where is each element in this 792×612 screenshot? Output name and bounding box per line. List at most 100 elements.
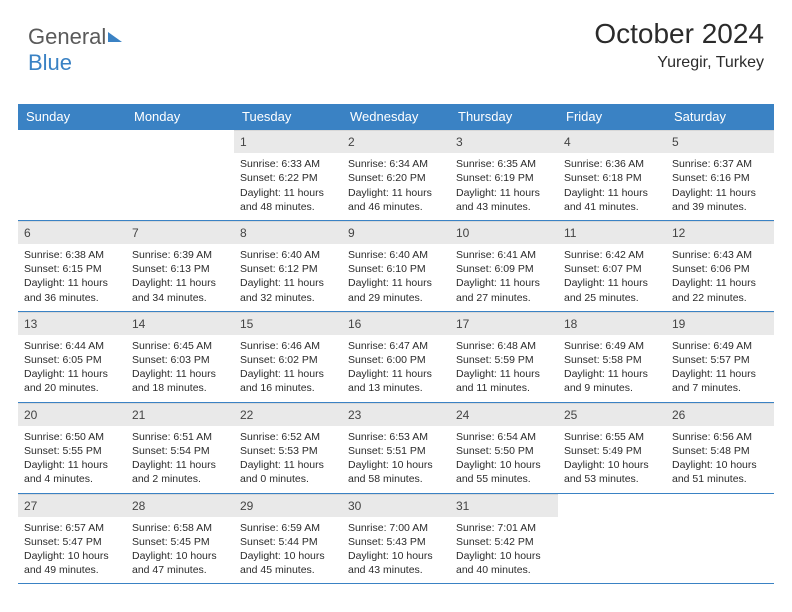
calendar-day: 13Sunrise: 6:44 AMSunset: 6:05 PMDayligh… <box>18 312 126 402</box>
day-sunset: Sunset: 6:00 PM <box>348 353 444 367</box>
day-number: 23 <box>342 403 450 426</box>
day-sunset: Sunset: 5:49 PM <box>564 444 660 458</box>
day-sunset: Sunset: 5:42 PM <box>456 535 552 549</box>
day-sunrise: Sunrise: 6:41 AM <box>456 248 552 262</box>
calendar-week-row: 1Sunrise: 6:33 AMSunset: 6:22 PMDaylight… <box>18 129 774 220</box>
day-number: 26 <box>666 403 774 426</box>
day-of-week-header: Tuesday <box>234 104 342 129</box>
calendar-week-row: 20Sunrise: 6:50 AMSunset: 5:55 PMDayligh… <box>18 402 774 493</box>
day-sunrise: Sunrise: 6:58 AM <box>132 521 228 535</box>
day-dl1: Daylight: 11 hours <box>132 367 228 381</box>
calendar-day: 29Sunrise: 6:59 AMSunset: 5:44 PMDayligh… <box>234 494 342 584</box>
day-dl2: and 41 minutes. <box>564 200 660 214</box>
day-sunrise: Sunrise: 6:36 AM <box>564 157 660 171</box>
day-sunset: Sunset: 5:47 PM <box>24 535 120 549</box>
day-dl2: and 32 minutes. <box>240 291 336 305</box>
day-sunrise: Sunrise: 6:39 AM <box>132 248 228 262</box>
calendar-day: 31Sunrise: 7:01 AMSunset: 5:42 PMDayligh… <box>450 494 558 584</box>
day-sunrise: Sunrise: 6:34 AM <box>348 157 444 171</box>
day-of-week-header: Wednesday <box>342 104 450 129</box>
day-dl1: Daylight: 10 hours <box>564 458 660 472</box>
day-sunset: Sunset: 6:20 PM <box>348 171 444 185</box>
day-sunrise: Sunrise: 7:01 AM <box>456 521 552 535</box>
day-sunset: Sunset: 6:13 PM <box>132 262 228 276</box>
logo-triangle-icon <box>108 32 122 42</box>
calendar-day: 5Sunrise: 6:37 AMSunset: 6:16 PMDaylight… <box>666 130 774 220</box>
day-sunset: Sunset: 6:07 PM <box>564 262 660 276</box>
day-dl1: Daylight: 11 hours <box>348 367 444 381</box>
day-sunset: Sunset: 6:03 PM <box>132 353 228 367</box>
calendar-day: 15Sunrise: 6:46 AMSunset: 6:02 PMDayligh… <box>234 312 342 402</box>
day-of-week-header: Friday <box>558 104 666 129</box>
day-number: 19 <box>666 312 774 335</box>
day-sunrise: Sunrise: 6:40 AM <box>240 248 336 262</box>
day-number: 25 <box>558 403 666 426</box>
day-number: 10 <box>450 221 558 244</box>
day-number: 28 <box>126 494 234 517</box>
day-number: 30 <box>342 494 450 517</box>
day-dl2: and 53 minutes. <box>564 472 660 486</box>
day-dl2: and 36 minutes. <box>24 291 120 305</box>
calendar-header-row: SundayMondayTuesdayWednesdayThursdayFrid… <box>18 104 774 129</box>
day-dl1: Daylight: 11 hours <box>564 367 660 381</box>
header-right: October 2024 Yuregir, Turkey <box>594 18 764 72</box>
day-number: 21 <box>126 403 234 426</box>
calendar-day-empty <box>666 494 774 584</box>
calendar-day: 16Sunrise: 6:47 AMSunset: 6:00 PMDayligh… <box>342 312 450 402</box>
day-dl1: Daylight: 11 hours <box>24 367 120 381</box>
day-dl1: Daylight: 10 hours <box>456 458 552 472</box>
day-sunrise: Sunrise: 6:44 AM <box>24 339 120 353</box>
calendar-day: 14Sunrise: 6:45 AMSunset: 6:03 PMDayligh… <box>126 312 234 402</box>
day-number: 16 <box>342 312 450 335</box>
day-dl1: Daylight: 10 hours <box>672 458 768 472</box>
calendar-day: 25Sunrise: 6:55 AMSunset: 5:49 PMDayligh… <box>558 403 666 493</box>
calendar-day: 7Sunrise: 6:39 AMSunset: 6:13 PMDaylight… <box>126 221 234 311</box>
day-dl2: and 16 minutes. <box>240 381 336 395</box>
day-number: 9 <box>342 221 450 244</box>
day-sunrise: Sunrise: 6:59 AM <box>240 521 336 535</box>
day-sunrise: Sunrise: 6:38 AM <box>24 248 120 262</box>
day-dl2: and 2 minutes. <box>132 472 228 486</box>
day-dl2: and 29 minutes. <box>348 291 444 305</box>
day-dl1: Daylight: 10 hours <box>348 458 444 472</box>
calendar-body: 1Sunrise: 6:33 AMSunset: 6:22 PMDaylight… <box>18 129 774 584</box>
day-dl2: and 18 minutes. <box>132 381 228 395</box>
day-sunrise: Sunrise: 6:52 AM <box>240 430 336 444</box>
calendar-day: 11Sunrise: 6:42 AMSunset: 6:07 PMDayligh… <box>558 221 666 311</box>
day-sunrise: Sunrise: 6:46 AM <box>240 339 336 353</box>
day-dl2: and 39 minutes. <box>672 200 768 214</box>
day-of-week-header: Saturday <box>666 104 774 129</box>
day-dl2: and 25 minutes. <box>564 291 660 305</box>
day-sunrise: Sunrise: 6:42 AM <box>564 248 660 262</box>
day-dl2: and 27 minutes. <box>456 291 552 305</box>
day-dl1: Daylight: 11 hours <box>456 367 552 381</box>
day-dl1: Daylight: 11 hours <box>564 276 660 290</box>
calendar-day: 12Sunrise: 6:43 AMSunset: 6:06 PMDayligh… <box>666 221 774 311</box>
day-dl2: and 4 minutes. <box>24 472 120 486</box>
day-dl1: Daylight: 11 hours <box>24 276 120 290</box>
day-dl2: and 43 minutes. <box>348 563 444 577</box>
day-dl2: and 51 minutes. <box>672 472 768 486</box>
calendar-day-empty <box>126 130 234 220</box>
day-dl1: Daylight: 11 hours <box>672 186 768 200</box>
day-number: 7 <box>126 221 234 244</box>
day-sunrise: Sunrise: 6:50 AM <box>24 430 120 444</box>
day-sunrise: Sunrise: 6:33 AM <box>240 157 336 171</box>
day-dl1: Daylight: 10 hours <box>132 549 228 563</box>
day-sunset: Sunset: 5:48 PM <box>672 444 768 458</box>
day-sunset: Sunset: 6:10 PM <box>348 262 444 276</box>
day-dl2: and 7 minutes. <box>672 381 768 395</box>
day-sunrise: Sunrise: 6:49 AM <box>564 339 660 353</box>
day-sunset: Sunset: 5:59 PM <box>456 353 552 367</box>
day-sunset: Sunset: 6:18 PM <box>564 171 660 185</box>
day-dl2: and 48 minutes. <box>240 200 336 214</box>
day-dl2: and 9 minutes. <box>564 381 660 395</box>
day-sunrise: Sunrise: 7:00 AM <box>348 521 444 535</box>
day-sunrise: Sunrise: 6:35 AM <box>456 157 552 171</box>
day-sunrise: Sunrise: 6:48 AM <box>456 339 552 353</box>
day-sunset: Sunset: 5:57 PM <box>672 353 768 367</box>
day-number: 15 <box>234 312 342 335</box>
day-dl2: and 13 minutes. <box>348 381 444 395</box>
day-number: 27 <box>18 494 126 517</box>
calendar-day: 8Sunrise: 6:40 AMSunset: 6:12 PMDaylight… <box>234 221 342 311</box>
